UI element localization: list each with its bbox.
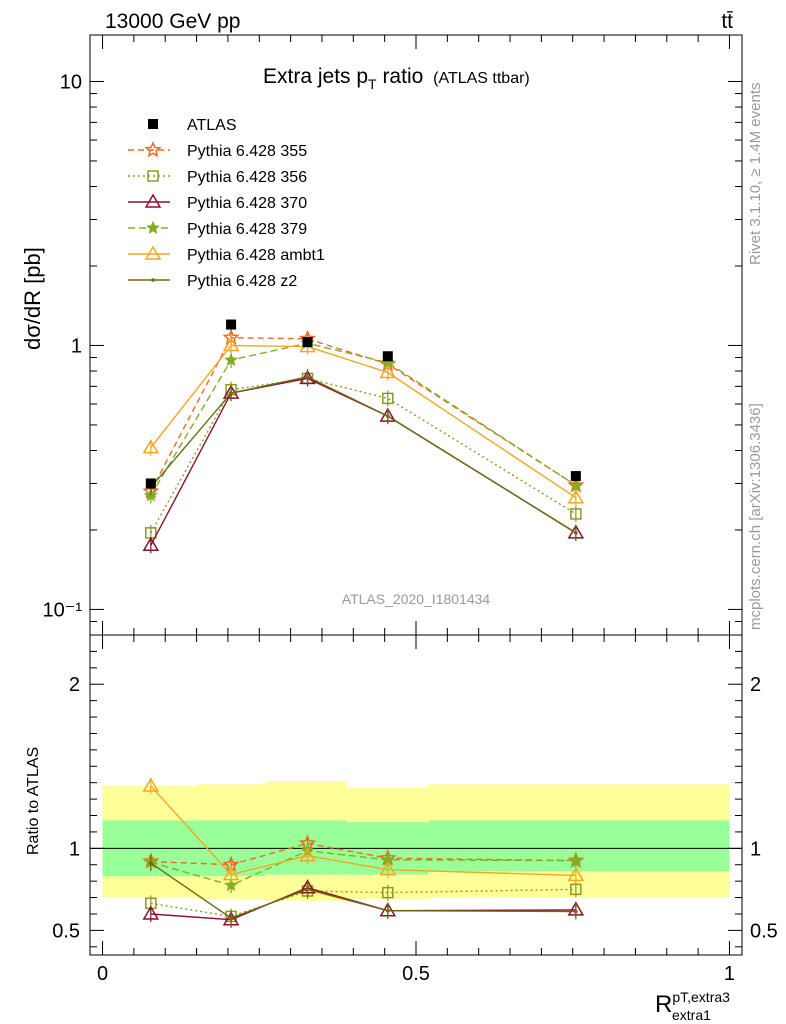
process-label: tt̄ <box>721 10 733 33</box>
series-point-upper <box>229 391 233 395</box>
lower-y-tick-label-right: 1 <box>750 838 761 860</box>
legend-label: Pythia 6.428 z2 <box>187 273 297 290</box>
upper-y-axis-label: dσ/dR [pb] <box>20 247 45 350</box>
axis-ticks: 0 0.5 1 10⁻¹ 1 10 0.5 0.5 1 1 2 2 <box>43 35 778 985</box>
series-point-lower <box>142 777 160 792</box>
upper-y-tick-label: 10 <box>60 71 82 93</box>
series-point-upper <box>142 439 160 454</box>
series-point-upper <box>305 375 310 379</box>
lower-y-tick-label-left: 1 <box>69 838 80 860</box>
legend-marker-atlas <box>148 119 158 129</box>
data-point-atlas <box>226 319 237 330</box>
legend-marker <box>146 220 160 234</box>
x-tick-label: 0 <box>97 963 108 985</box>
series-point-upper <box>379 363 397 379</box>
series-line-upper <box>150 336 577 492</box>
upper-y-tick-label: 1 <box>71 335 82 357</box>
legend-marker <box>151 278 155 282</box>
series-point-upper <box>142 536 160 552</box>
legend-label: Pythia 6.428 356 <box>187 169 307 186</box>
legend-label: Pythia 6.428 355 <box>187 143 307 160</box>
series-point-lower <box>142 905 160 920</box>
data-point-atlas <box>145 478 156 489</box>
series-point-upper <box>222 336 240 352</box>
x-axis-label: RpT,extra3 <box>655 989 730 1018</box>
legend-label-atlas: ATLAS <box>187 117 237 134</box>
series-point-lower <box>568 853 583 867</box>
legend: ATLAS Pythia 6.428 355 Pythia 6.428 356 Pyt… <box>128 117 325 290</box>
legend-label: Pythia 6.428 ambt1 <box>187 247 325 264</box>
lower-y-axis-label: Ratio to ATLAS <box>25 747 42 855</box>
series-point-lower <box>149 861 153 865</box>
series-point-lower <box>567 866 585 882</box>
upper-series-group <box>142 319 585 554</box>
series-point-lower <box>229 916 233 920</box>
lower-y-tick-label-right: 0.5 <box>750 920 778 942</box>
series-point-lower <box>382 886 394 899</box>
energy-label: 13000 GeV pp <box>105 10 240 33</box>
series-point-upper <box>568 478 583 492</box>
series-point-lower <box>222 866 240 881</box>
legend-marker <box>144 193 162 208</box>
legend-marker <box>144 141 162 158</box>
series-point-lower <box>224 877 239 892</box>
plot-title: Extra jets pT ratio (ATLAS ttbar) <box>263 65 530 92</box>
legend-marker <box>147 170 159 182</box>
upper-y-tick-label: 10⁻¹ <box>43 599 83 621</box>
series-point-upper <box>567 489 585 504</box>
data-point-atlas <box>570 471 581 482</box>
legend-label: Pythia 6.428 379 <box>187 221 307 238</box>
lower-series-group <box>142 777 585 928</box>
rivet-version-label: Rivet 3.1.10, ≥ 1.4M events <box>747 83 764 266</box>
series-point-lower <box>385 908 390 913</box>
series-point-lower <box>299 847 316 862</box>
x-tick-label: 0.5 <box>402 963 430 985</box>
x-axis-label-sub: extra1 <box>672 1007 711 1023</box>
series-point-upper <box>382 392 394 405</box>
lower-y-tick-label-left: 0.5 <box>52 920 80 942</box>
series-point-upper <box>574 531 578 535</box>
series-point-upper <box>224 352 239 367</box>
mcplots-label: mcplots.cern.ch [arXiv:1306.3436] <box>747 403 764 630</box>
series-point-upper <box>570 508 582 520</box>
lower-y-tick-label-left: 2 <box>69 674 80 696</box>
series-line-lower <box>150 842 576 866</box>
series-point-upper <box>385 414 390 418</box>
legend-label: Pythia 6.428 370 <box>187 195 307 212</box>
lower-y-tick-label-right: 2 <box>750 674 761 696</box>
series-point-lower <box>574 909 578 914</box>
series-point-lower <box>570 883 582 896</box>
uncertainty-bands <box>102 781 730 901</box>
analysis-id: ATLAS_2020_I1801434 <box>342 591 491 607</box>
series-point-lower <box>305 887 310 892</box>
x-tick-label: 1 <box>724 963 735 985</box>
legend-marker <box>144 245 162 260</box>
series-point-lower <box>379 861 397 876</box>
data-point-atlas <box>382 351 393 362</box>
data-point-atlas <box>302 337 313 348</box>
